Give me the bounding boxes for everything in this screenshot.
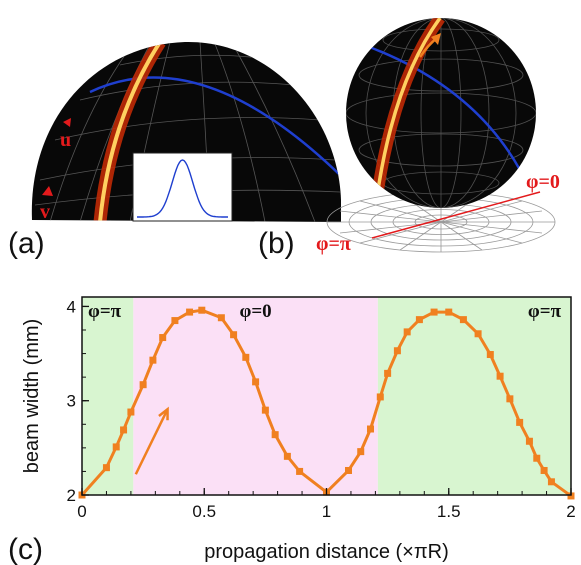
data-point — [242, 353, 250, 361]
arrow-shaft — [134, 408, 169, 475]
region-label-1: φ=0 — [240, 301, 272, 322]
data-point — [496, 372, 504, 380]
u-label: u — [60, 129, 71, 151]
x-axis-label: propagation distance (×πR) — [204, 541, 449, 563]
y-tick-label: 2 — [67, 486, 76, 505]
phi-axis-line — [371, 191, 541, 239]
x-ticks: 0 0.5 1 1.5 2 — [77, 488, 576, 521]
region-labels: φ=π φ=0 φ=π — [88, 301, 562, 322]
panel-c: φ=π φ=0 φ=π 0 0.5 1 1.5 2 2 3 4 propagation dist… — [8, 296, 576, 565]
data-point — [459, 316, 467, 324]
data-point — [415, 316, 423, 324]
data-point — [540, 466, 548, 474]
data-point — [547, 478, 555, 486]
beam-a-inner — [98, 41, 162, 222]
x-tick-label: 1.5 — [437, 502, 461, 521]
data-point — [198, 306, 206, 314]
data-point — [159, 334, 167, 342]
data-point — [345, 466, 353, 474]
data-point — [296, 467, 304, 475]
y-axis-label: beam width (mm) — [21, 319, 43, 473]
arrowhead-icon — [431, 33, 441, 45]
data-point — [139, 381, 147, 389]
x-tick-label: 1 — [322, 502, 331, 521]
series-points — [78, 306, 575, 500]
data-point — [261, 406, 269, 414]
data-point — [357, 448, 365, 456]
y-ticks: 2 3 4 — [67, 297, 89, 505]
data-point — [127, 408, 135, 416]
u-arrow-icon — [63, 118, 71, 127]
data-point — [445, 308, 453, 316]
data-point — [283, 452, 291, 460]
v-arrow-icon — [42, 186, 53, 196]
x-tick-label: 0.5 — [192, 502, 216, 521]
blue-beam-path — [89, 76, 341, 176]
annotation-arrow — [134, 406, 169, 475]
data-point — [149, 356, 157, 364]
data-point — [403, 328, 411, 336]
region-bands — [82, 297, 571, 495]
blue-beam-path-b — [349, 38, 522, 171]
beam-b-inner — [376, 18, 442, 191]
arrow-head-icon — [158, 406, 169, 421]
data-point — [230, 331, 238, 339]
data-point — [506, 395, 514, 403]
phipi-label: φ=π — [316, 233, 351, 255]
data-point — [567, 492, 575, 500]
data-point — [171, 317, 179, 325]
gaussian-inset — [132, 152, 233, 222]
panel-a: u v (a) — [8, 41, 342, 260]
y-tick-label: 4 — [67, 297, 76, 316]
data-point — [367, 425, 375, 433]
data-point — [474, 330, 482, 338]
data-point — [217, 314, 225, 322]
data-point — [525, 437, 533, 445]
data-point — [384, 369, 392, 377]
phi0-label: φ=0 — [526, 171, 560, 193]
data-point — [112, 443, 120, 451]
panel-b: φ=0 φ=π (b) — [258, 18, 560, 260]
data-point — [486, 351, 494, 359]
region-label-2: φ=π — [528, 301, 562, 322]
x-tick-label: 0 — [77, 502, 86, 521]
data-point — [533, 454, 541, 462]
panel-c-label: (c) — [8, 533, 43, 565]
data-point — [376, 393, 384, 401]
region-band-1 — [133, 297, 378, 495]
data-point — [393, 347, 401, 355]
x-tick-label: 2 — [566, 502, 575, 521]
data-point — [252, 378, 260, 386]
sphere-grid — [346, 18, 536, 208]
data-point — [516, 418, 524, 426]
data-point — [120, 426, 128, 434]
v-label: v — [40, 201, 50, 223]
panel-b-label: (b) — [258, 227, 295, 260]
data-point — [186, 308, 194, 316]
data-point — [102, 464, 110, 472]
panel-a-label: (a) — [8, 227, 45, 260]
data-point — [430, 308, 438, 316]
data-point — [271, 431, 279, 439]
region-label-0: φ=π — [88, 301, 122, 322]
y-tick-label: 3 — [67, 392, 76, 411]
